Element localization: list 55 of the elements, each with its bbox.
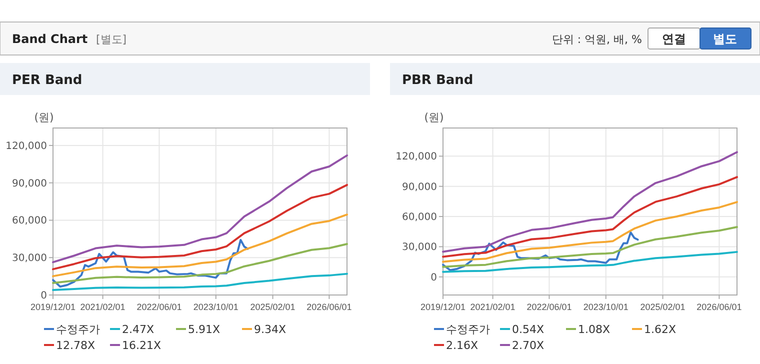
line-series — [52, 243, 348, 284]
y-tick-label: 30,000 — [402, 242, 437, 254]
line-series — [442, 250, 738, 273]
x-tick-label: 2023/10/01 — [193, 302, 238, 312]
legend-label: 0.54X — [512, 323, 544, 336]
legend-label: 1.62X — [644, 323, 676, 336]
line-series — [52, 214, 348, 278]
x-tick-label: 2026/06/01 — [696, 302, 742, 312]
y-tick-label: 90,000 — [12, 178, 47, 190]
y-axis-title: (원) — [34, 111, 54, 124]
x-tick-label: 2019/12/01 — [420, 302, 466, 312]
x-tick-label: 2021/02/01 — [470, 302, 516, 312]
x-tick-label: 2025/02/01 — [250, 302, 296, 312]
legend-label: 1.08X — [578, 323, 610, 336]
x-tick-label: 2022/06/01 — [136, 302, 182, 312]
legend-label: 2.70X — [512, 339, 544, 352]
line-series — [442, 226, 738, 268]
line-series — [442, 151, 738, 253]
line-series — [442, 176, 738, 258]
y-tick-label: 30,000 — [12, 253, 47, 264]
x-tick-label: 2025/02/01 — [640, 302, 686, 312]
line-series — [442, 201, 738, 263]
text: [별도] — [96, 33, 127, 46]
text: Band Chart — [12, 32, 88, 46]
legend-label: 수정주가 — [56, 323, 100, 336]
y-tick-label: 120,000 — [396, 152, 437, 163]
line-series — [442, 231, 639, 272]
y-tick-label: 60,000 — [12, 216, 47, 227]
line-series — [52, 184, 348, 270]
toggle-button: 연결 — [648, 28, 700, 50]
toggle-button: 별도 — [700, 28, 752, 50]
y-tick-label: 90,000 — [402, 182, 437, 193]
x-tick-label: 2022/06/01 — [526, 302, 572, 312]
legend-label: 2.47X — [122, 323, 154, 336]
line-series — [52, 272, 348, 292]
legend-label: 수정주가 — [446, 323, 490, 336]
text: 단위 : 억원, 배, % — [552, 33, 642, 46]
legend-label: 5.91X — [188, 323, 220, 336]
x-tick-label: 2019/12/01 — [30, 302, 76, 312]
y-tick-label: 60,000 — [402, 212, 437, 224]
x-tick-label: 2026/06/01 — [306, 302, 352, 312]
x-tick-label: 2021/02/01 — [80, 302, 126, 312]
y-tick-label: 0 — [40, 290, 47, 302]
x-tick-label: 2023/10/01 — [583, 302, 628, 312]
chart-title: PER Band — [12, 73, 82, 88]
y-tick-label: 120,000 — [6, 140, 47, 152]
line-series — [52, 154, 348, 264]
line-series — [52, 238, 249, 288]
y-tick-label: 0 — [430, 272, 437, 284]
chart-title: PBR Band — [402, 73, 474, 88]
legend-label: 12.78X — [56, 339, 96, 352]
legend-label: 9.34X — [254, 323, 286, 336]
legend-label: 2.16X — [446, 339, 478, 352]
y-axis-title: (원) — [424, 111, 444, 124]
legend-label: 16.21X — [122, 339, 162, 352]
